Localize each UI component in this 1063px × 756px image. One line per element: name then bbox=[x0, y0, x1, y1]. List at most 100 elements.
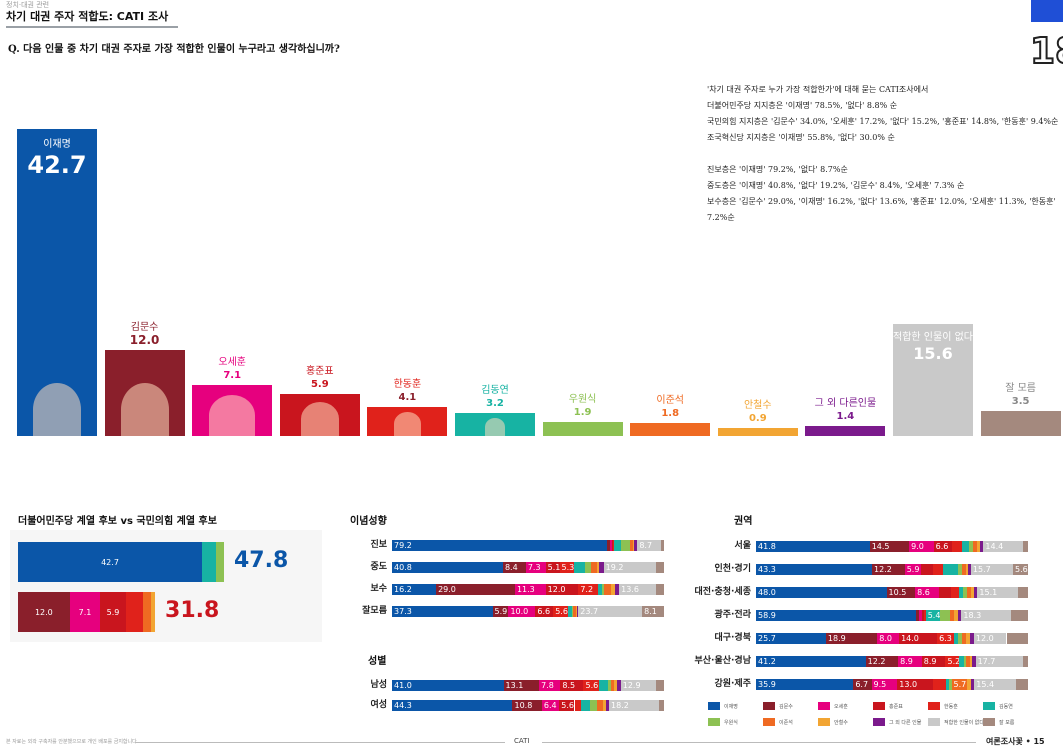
legend-item: 적합한 인물이 없다 bbox=[928, 718, 984, 726]
bar-value-label: 1.8 bbox=[661, 408, 680, 420]
group-title: 권역 bbox=[734, 516, 753, 527]
header-kicker: 정치·대권 관련 bbox=[6, 1, 50, 9]
bar-5 bbox=[455, 412, 535, 436]
legend-swatch bbox=[818, 702, 830, 710]
stacked-segment bbox=[951, 541, 962, 552]
stacked-segment: 8.0 bbox=[877, 633, 900, 644]
compare-title: 더불어민주당 계열 후보 vs 국민의힘 계열 후보 bbox=[18, 516, 217, 527]
stacked-segment bbox=[957, 610, 962, 621]
stacked-bar: 16.2 29.0 11.3 12.0 7.2 13.6 bbox=[392, 584, 664, 595]
bar-label-group: 홍준표 5.9 bbox=[280, 366, 360, 391]
stacked-segment: 5.2 bbox=[945, 656, 960, 667]
legend-label: 이재명 bbox=[724, 703, 738, 710]
bar-6 bbox=[542, 422, 623, 436]
compare-segment: 12.0 bbox=[18, 592, 70, 632]
stacked-bar: 44.3 10.8 6.4 5.6 18.2 bbox=[392, 700, 664, 711]
stacked-segment bbox=[963, 656, 967, 667]
stacked-bar: 43.3 12.2 5.9 15.7 5.6 bbox=[756, 564, 1028, 575]
stacked-segment bbox=[977, 541, 980, 552]
stacked-bar: 48.0 10.5 8.6 15.1 bbox=[756, 587, 1028, 598]
legend-label: 우원식 bbox=[724, 719, 738, 726]
compare-total: 47.8 bbox=[234, 548, 289, 573]
legend-label: 안철수 bbox=[834, 719, 848, 726]
stacked-segment: 5.9 bbox=[904, 564, 921, 575]
page-title: 차기 대권 주자 적합도: CATI 조사 bbox=[6, 10, 169, 23]
bar-label-group: 그 외 다른인물 1.4 bbox=[805, 398, 885, 423]
stacked-segment: 43.3 bbox=[756, 564, 873, 575]
bar-0: 이재명 42.7 bbox=[17, 129, 97, 436]
stacked-segment bbox=[979, 541, 984, 552]
portrait-icon bbox=[33, 383, 81, 436]
stacked-segment bbox=[967, 587, 972, 598]
bar-8 bbox=[717, 428, 798, 436]
stacked-segment bbox=[616, 680, 621, 691]
stacked-segment: 48.0 bbox=[756, 587, 887, 598]
row-label: 서울 bbox=[734, 541, 751, 551]
page-badge-block bbox=[1031, 0, 1063, 22]
stacked-segment: 6.7 bbox=[853, 679, 872, 690]
stacked-segment bbox=[632, 540, 635, 551]
stacked-segment bbox=[958, 587, 963, 598]
stacked-segment bbox=[943, 564, 958, 575]
stacked-segment: 15.4 bbox=[974, 679, 1017, 690]
legend-label: 이준석 bbox=[779, 719, 793, 726]
legend-item: 그 외 다른 인물 bbox=[873, 718, 921, 726]
stacked-segment bbox=[607, 680, 611, 691]
stacked-segment bbox=[954, 633, 959, 644]
stacked-segment bbox=[1018, 587, 1028, 598]
legend-item: 우원식 bbox=[708, 718, 738, 726]
summary-line: 보수층은 '김문수' 29.0%, '이재명' 16.2%, '없다' 13.6… bbox=[707, 197, 1056, 222]
summary-line: 국민의힘 지지층은 '김문수' 34.0%, '오세훈' 17.2%, '없다'… bbox=[707, 117, 1059, 126]
compare-segment bbox=[202, 542, 216, 582]
stacked-segment bbox=[971, 587, 975, 598]
stacked-segment bbox=[922, 610, 925, 621]
stacked-segment: 7.3 bbox=[525, 562, 546, 573]
stacked-segment bbox=[658, 700, 664, 711]
stacked-segment bbox=[621, 540, 631, 551]
stacked-segment bbox=[612, 540, 615, 551]
stacked-segment bbox=[655, 680, 664, 691]
stacked-bar: 25.7 18.9 8.0 14.0 6.3 12.0 bbox=[756, 633, 1028, 644]
legend-item: 김동연 bbox=[983, 702, 1013, 710]
stacked-segment: 18.2 bbox=[609, 700, 659, 711]
footer-line-left bbox=[135, 742, 505, 743]
stacked-segment: 40.8 bbox=[392, 562, 503, 573]
bar-value-label: 3.2 bbox=[486, 397, 504, 409]
stacked-segment: 7.2 bbox=[578, 584, 598, 595]
stacked-segment bbox=[591, 562, 597, 573]
stacked-segment bbox=[576, 606, 579, 617]
row-label: 남성 bbox=[370, 680, 387, 690]
stacked-segment bbox=[571, 606, 574, 617]
legend-label: 잘 모름 bbox=[999, 719, 1015, 726]
stacked-segment bbox=[1016, 679, 1028, 690]
stacked-segment bbox=[938, 587, 951, 598]
stacked-segment bbox=[969, 633, 974, 644]
legend-label: 김문수 bbox=[779, 703, 793, 710]
stacked-segment: 9.0 bbox=[909, 541, 934, 552]
bar-name-label: 홍준표 bbox=[305, 365, 334, 377]
bar-2 bbox=[192, 384, 273, 436]
stacked-segment bbox=[598, 680, 608, 691]
stacked-segment: 8.7 bbox=[637, 540, 661, 551]
stacked-segment: 37.3 bbox=[392, 606, 493, 617]
legend-swatch bbox=[818, 718, 830, 726]
stacked-segment bbox=[958, 633, 962, 644]
summary-line: 진보층은 '이재명' 79.2%, '없다' 8.7%순 bbox=[707, 165, 848, 174]
stacked-segment: 5.9 bbox=[492, 606, 509, 617]
bar-name-label: 김문수 bbox=[130, 321, 159, 333]
bar-1 bbox=[104, 349, 185, 436]
stacked-segment bbox=[610, 540, 613, 551]
bar-label-group: 김문수 12.0 bbox=[105, 322, 185, 347]
stacked-segment: 25.7 bbox=[756, 633, 826, 644]
main-bar-chart: 이재명 42.7 김문수 12.0 오세훈 7.1 홍준표 5.9 한동훈 4.1 김동연 3.2 우원… bbox=[17, 129, 1061, 436]
stacked-segment bbox=[961, 564, 966, 575]
stacked-segment bbox=[1022, 656, 1028, 667]
stacked-segment bbox=[573, 606, 576, 617]
bar-value-label: 7.1 bbox=[223, 369, 242, 381]
stacked-segment: 5.1 bbox=[545, 562, 560, 573]
stacked-segment: 14.5 bbox=[869, 541, 910, 552]
compare-segment: 7.1 bbox=[69, 592, 101, 632]
chart-legend: 이재명 김문수 오세훈 홍준표 한동훈 김동연 우원식 이준석 안철수 그 외 다른 인물 적합한 … bbox=[708, 702, 1038, 732]
legend-item: 안철수 bbox=[818, 718, 848, 726]
stacked-segment bbox=[948, 679, 952, 690]
